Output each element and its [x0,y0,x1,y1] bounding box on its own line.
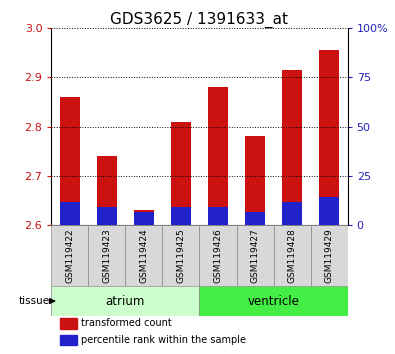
Bar [60,97,80,225]
Bar [208,87,228,225]
Bar [51,286,199,316]
Bar [60,335,77,346]
Text: GSM119428: GSM119428 [288,228,297,282]
Bar [97,207,117,225]
Text: percentile rank within the sample: percentile rank within the sample [81,335,246,345]
Bar [134,212,154,225]
Bar [199,225,237,286]
Text: GSM119422: GSM119422 [65,228,74,282]
Bar [97,156,117,225]
Bar [199,286,348,316]
Text: tissue: tissue [19,296,49,306]
Bar [88,225,126,286]
Bar [60,202,80,225]
Text: GSM119423: GSM119423 [102,228,111,282]
Bar [162,225,199,286]
Bar [319,197,339,225]
Bar [274,225,310,286]
Bar [171,207,191,225]
Text: GSM119426: GSM119426 [213,228,222,282]
Title: GDS3625 / 1391633_at: GDS3625 / 1391633_at [111,12,288,28]
Text: GSM119429: GSM119429 [325,228,334,282]
Text: GSM119425: GSM119425 [177,228,186,282]
Bar [171,122,191,225]
Bar [282,70,302,225]
Bar [245,136,265,225]
Bar [237,225,274,286]
Text: GSM119427: GSM119427 [250,228,260,282]
Text: atrium: atrium [106,295,145,308]
Text: transformed count: transformed count [81,318,172,329]
Bar [282,202,302,225]
Bar [51,225,88,286]
Text: GSM119424: GSM119424 [139,228,149,282]
Bar [319,50,339,225]
Bar [208,207,228,225]
Bar [134,210,154,225]
Bar [60,318,77,329]
Bar [126,225,162,286]
Bar [245,212,265,225]
Text: ventricle: ventricle [248,295,299,308]
Bar [310,225,348,286]
